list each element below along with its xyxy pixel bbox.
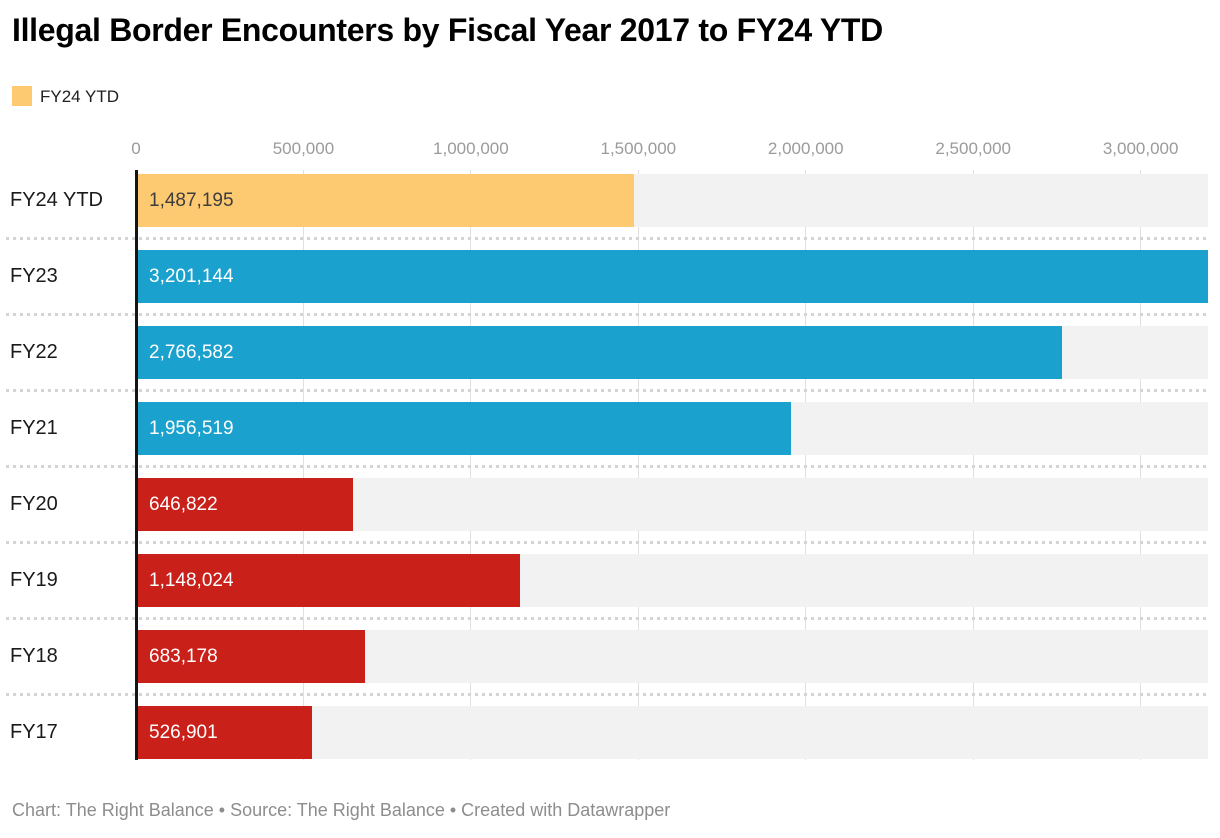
chart-title: Illegal Border Encounters by Fiscal Year… (12, 12, 883, 48)
bar-value-label-fy18: 683,178 (149, 646, 218, 667)
bar-track-fy17 (136, 706, 1208, 759)
row-separator (6, 465, 1208, 468)
bar-fy19[interactable] (136, 554, 521, 607)
row-separator (6, 541, 1208, 544)
bar-value-label-fy19: 1,148,024 (149, 570, 234, 591)
row-separator (6, 693, 1208, 696)
footer-credit: Chart: The Right Balance • Source: The R… (12, 800, 671, 820)
bar-fy21[interactable] (136, 402, 792, 455)
bar-value-label-fy24-ytd: 1,487,195 (149, 190, 234, 211)
axis-tick-label: 1,500,000 (600, 139, 677, 158)
bar-fy18[interactable] (136, 630, 365, 683)
bar-fy24-ytd[interactable] (136, 174, 635, 227)
row-label-fy22: FY22 (10, 341, 58, 363)
row-label-fy19: FY19 (10, 569, 58, 591)
row-label-fy21: FY21 (10, 417, 58, 439)
bar-fy17[interactable] (136, 706, 313, 759)
row-label-fy18: FY18 (10, 645, 58, 667)
legend-label: FY24 YTD (40, 87, 120, 106)
bar-fy23[interactable] (136, 250, 1208, 303)
bar-value-label-fy21: 1,956,519 (149, 418, 234, 439)
row-separator (6, 617, 1208, 620)
bar-fy20[interactable] (136, 478, 353, 531)
row-label-fy17: FY17 (10, 721, 58, 743)
axis-tick-label: 2,000,000 (767, 139, 844, 158)
legend-swatch-fy24-ytd (12, 86, 32, 106)
axis-tick-label: 2,500,000 (935, 139, 1012, 158)
axis-tick-label: 500,000 (272, 139, 335, 158)
row-label-fy24-ytd: FY24 YTD (10, 189, 103, 211)
bar-value-label-fy17: 526,901 (149, 722, 218, 743)
bar-value-label-fy22: 2,766,582 (149, 342, 234, 363)
bar-value-label-fy20: 646,822 (149, 494, 218, 515)
row-label-fy20: FY20 (10, 493, 58, 515)
bar-value-label-fy23: 3,201,144 (149, 266, 234, 287)
row-label-fy23: FY23 (10, 265, 58, 287)
bar-fy22[interactable] (136, 326, 1063, 379)
axis-baseline (135, 170, 138, 760)
row-separator (6, 313, 1208, 316)
axis-tick-label: 1,000,000 (433, 139, 509, 158)
row-separator (6, 237, 1208, 240)
axis-tick-label: 0 (131, 139, 141, 158)
row-separator (6, 389, 1208, 392)
axis-tick-label: 3,000,000 (1102, 139, 1179, 158)
